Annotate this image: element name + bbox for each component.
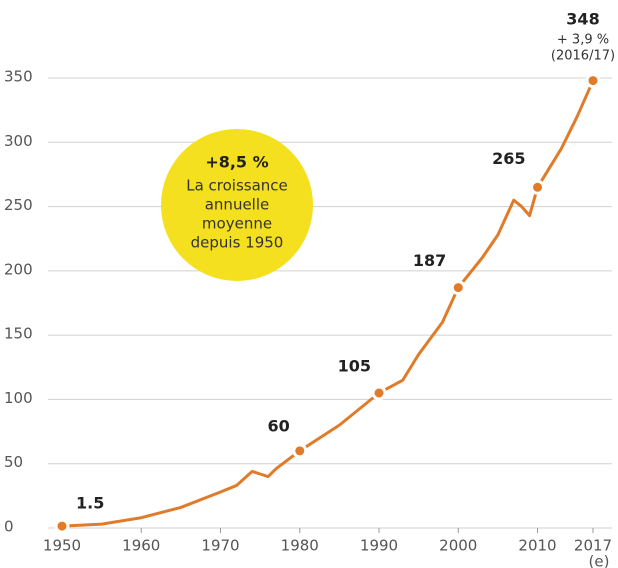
- marker: [450, 280, 466, 296]
- y-tick-label: 350: [4, 68, 33, 86]
- x-note: (e): [589, 553, 610, 568]
- x-tick-label: 1980: [281, 537, 319, 555]
- y-tick-label: 150: [4, 325, 33, 343]
- line: [61, 79, 595, 528]
- y-tick-label: 300: [4, 132, 33, 150]
- x-tick-label: 2000: [439, 537, 477, 555]
- marker: [54, 518, 70, 534]
- marker-label: 348: [566, 10, 599, 29]
- y-tick-label: 200: [4, 260, 33, 278]
- bubble-line: depuis 1950: [191, 234, 284, 252]
- marker-label: 187: [413, 251, 446, 270]
- x-tick-label: 2010: [518, 537, 556, 555]
- bubble: [161, 129, 313, 281]
- last-annotation: + 3,9 %: [557, 33, 609, 48]
- marker-label: 265: [492, 149, 525, 168]
- marker-label: 1.5: [76, 494, 104, 513]
- marker: [530, 179, 546, 195]
- marker-label: 60: [267, 416, 289, 435]
- marker-label: 105: [338, 357, 371, 376]
- y-tick-label: 50: [4, 453, 23, 471]
- bubble-line: annuelle: [205, 196, 270, 214]
- bubble-line: La croissance: [186, 177, 288, 195]
- marker: [585, 73, 601, 89]
- x-tick-label: 2017: [574, 537, 612, 555]
- y-tick-label: 250: [4, 196, 33, 214]
- x-tick-label: 1990: [360, 537, 398, 555]
- x-tick-label: 1970: [201, 537, 239, 555]
- marker: [371, 385, 387, 401]
- y-tick-label: 100: [4, 389, 33, 407]
- x-tick-label: 1950: [43, 537, 81, 555]
- bubble-line: moyenne: [202, 215, 272, 233]
- last-annotation: (2016/17): [551, 49, 615, 64]
- bubble-headline: +8,5 %: [205, 153, 268, 172]
- marker: [292, 443, 308, 459]
- y-tick-label: 0: [4, 518, 14, 536]
- x-tick-label: 1960: [122, 537, 160, 555]
